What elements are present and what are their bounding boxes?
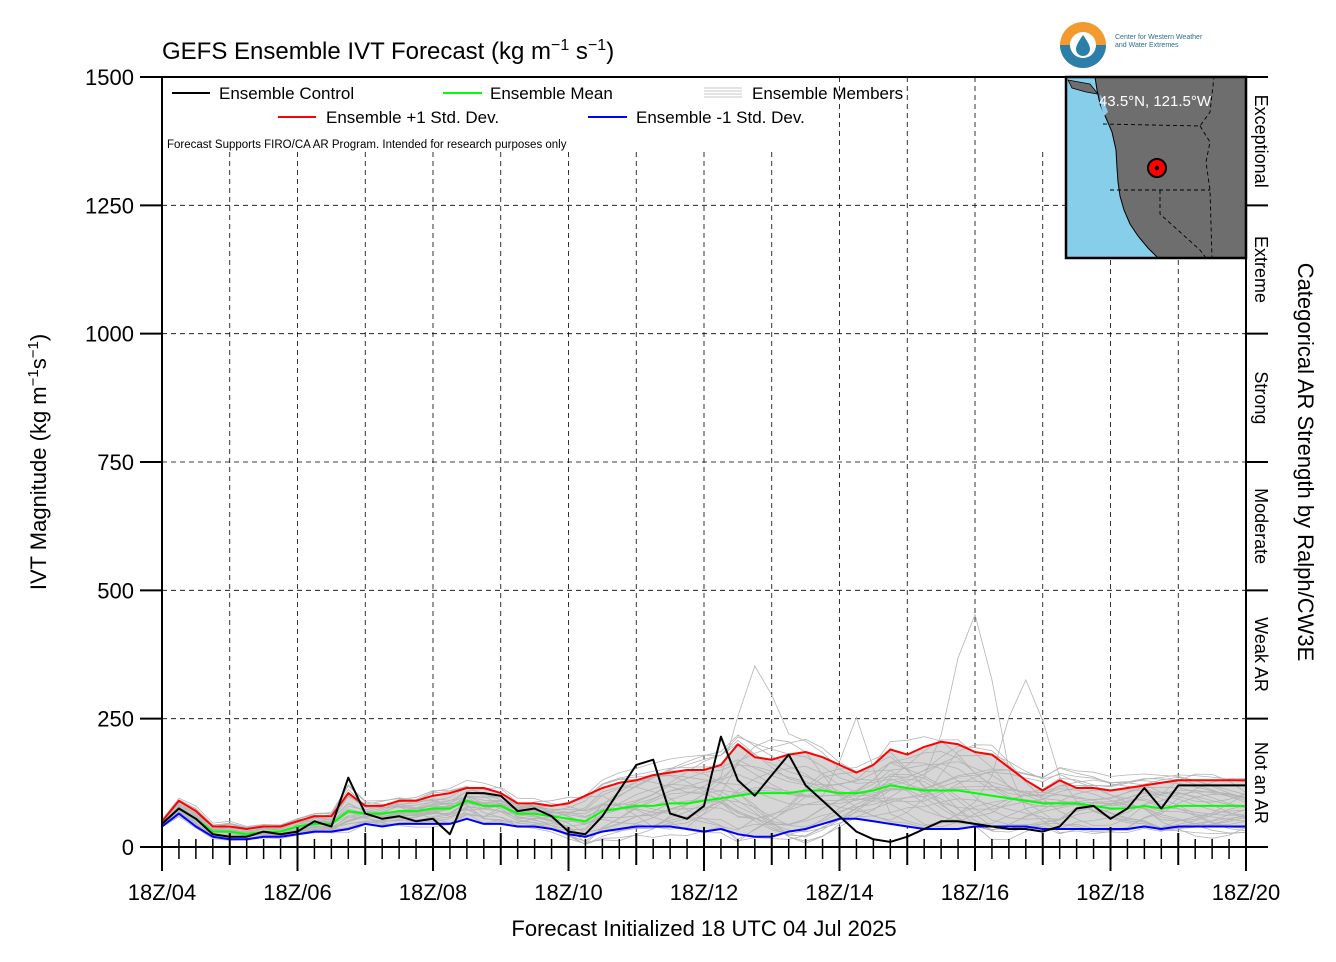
y-tick-label: 0 bbox=[122, 835, 134, 860]
inset-location-label: 43.5°N, 121.5°W bbox=[1099, 93, 1212, 110]
y-tick-label: 250 bbox=[97, 707, 134, 732]
inset-state-borders bbox=[1102, 77, 1215, 258]
ensemble-member-line bbox=[162, 786, 1246, 839]
category-labels: Not an AR Weak AR Moderate Strong Extreme Exc… bbox=[1251, 95, 1271, 824]
y-tick-label: 500 bbox=[97, 578, 134, 603]
y-tick-label: 1500 bbox=[85, 65, 134, 90]
x-axis-label: Forecast Initialized 18 UTC 04 Jul 2025 bbox=[511, 916, 896, 941]
category-label: Moderate bbox=[1251, 488, 1271, 564]
legend-swatch-members bbox=[704, 87, 742, 98]
right-axis-label: Categorical AR Strength by Ralph/CW3E bbox=[1293, 263, 1318, 662]
inset-island bbox=[1067, 79, 1099, 95]
logo-text-line2: and Water Extremes bbox=[1115, 42, 1179, 49]
category-label: Extreme bbox=[1251, 236, 1271, 303]
inset-frame bbox=[1064, 75, 1248, 260]
category-label: Strong bbox=[1251, 371, 1271, 424]
x-tick-label: 18Z/12 bbox=[670, 880, 739, 905]
ensemble-member-line bbox=[162, 739, 1246, 841]
category-label: Exceptional bbox=[1251, 95, 1271, 188]
spread-band bbox=[162, 741, 1246, 840]
category-label: Not an AR bbox=[1251, 742, 1271, 824]
category-label: Weak AR bbox=[1251, 617, 1271, 692]
x-tick-label: 18Z/04 bbox=[128, 880, 197, 905]
x-tick-label: 18Z/18 bbox=[1076, 880, 1145, 905]
chart-title: GEFS Ensemble IVT Forecast (kg m−1 s−1) bbox=[162, 37, 614, 65]
y-tick-label: 1250 bbox=[85, 193, 134, 218]
legend-label-plus-std: Ensemble +1 Std. Dev. bbox=[326, 108, 499, 127]
ensemble-member-line bbox=[162, 665, 1246, 829]
series-line-ensemble-control bbox=[162, 735, 1246, 843]
logo-text: Center for Western Weather and Water Ext… bbox=[1115, 34, 1202, 50]
series-line-ensemble-1-std-dev- bbox=[162, 740, 1246, 830]
std-dev-band bbox=[162, 741, 1246, 840]
legend-label-control: Ensemble Control bbox=[219, 84, 354, 103]
ensemble-member-line bbox=[162, 736, 1246, 834]
y-tick-label: 750 bbox=[97, 450, 134, 475]
logo-text-line1: Center for Western Weather bbox=[1115, 34, 1203, 41]
x-tick-label: 18Z/14 bbox=[805, 880, 874, 905]
x-tick-label: 18Z/20 bbox=[1212, 880, 1281, 905]
series-line-ensemble-mean bbox=[162, 784, 1246, 836]
x-tick-label: 18Z/08 bbox=[399, 880, 468, 905]
legend-label-members: Ensemble Members bbox=[752, 84, 903, 103]
ensemble-member-line bbox=[162, 762, 1246, 836]
y-tick-label: 1000 bbox=[85, 322, 134, 347]
inset-puget-sound bbox=[1100, 94, 1108, 116]
legend-label-minus-std: Ensemble -1 Std. Dev. bbox=[636, 108, 805, 127]
ensemble-member-line bbox=[162, 759, 1246, 830]
grid-lines bbox=[162, 77, 1246, 847]
x-tick-label: 18Z/16 bbox=[941, 880, 1010, 905]
x-tick-label: 18Z/10 bbox=[534, 880, 603, 905]
legend-label-mean: Ensemble Mean bbox=[490, 84, 613, 103]
x-tick-label: 18Z/06 bbox=[263, 880, 332, 905]
cw3e-logo bbox=[1060, 22, 1106, 68]
research-note: Forecast Supports FIRO/CA AR Program. In… bbox=[167, 139, 567, 151]
axes: 0 250 500 750 1000 1250 1500 18Z/04 18Z/06 18Z/08… bbox=[85, 65, 1280, 905]
location-marker-dot bbox=[1154, 165, 1160, 171]
y-axis-label: IVT Magnitude (kg m−1s−1) bbox=[25, 334, 51, 590]
legend: Ensemble Control Ensemble Mean Ensemble … bbox=[167, 84, 903, 151]
location-inset-map: 43.5°N, 121.5°W bbox=[1064, 75, 1248, 260]
